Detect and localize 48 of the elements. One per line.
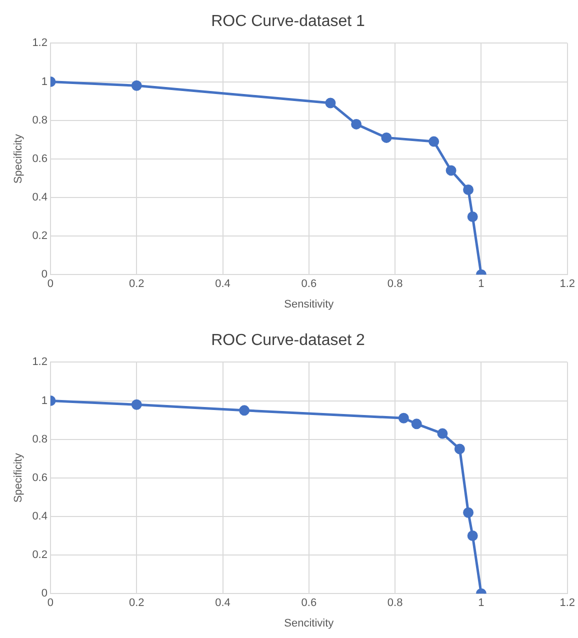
y-tick-label: 0.8	[32, 433, 48, 446]
point	[398, 412, 409, 424]
point	[463, 184, 474, 196]
x-tick-label: 0.6	[301, 597, 317, 610]
point	[454, 444, 465, 454]
point	[437, 428, 448, 439]
point	[239, 405, 250, 416]
x-tick-label: 1	[478, 597, 484, 610]
x-tick-label: 0.8	[387, 278, 403, 290]
point	[131, 80, 142, 91]
point	[131, 399, 142, 410]
y-tick-label: 0	[41, 268, 48, 281]
point	[351, 118, 362, 130]
chart-title: ROC Curve-dataset 2	[211, 332, 366, 350]
point	[446, 165, 456, 176]
x-axis-title: Sencitivity	[284, 617, 334, 630]
y-axis-title: Specificity	[12, 134, 25, 184]
point	[467, 530, 478, 541]
y-tick-label: 0.6	[32, 152, 48, 165]
x-tick-label: 0.6	[301, 278, 317, 290]
y-tick-label: 0.2	[32, 230, 48, 242]
point	[463, 507, 474, 518]
y-tick-label: 1	[41, 76, 48, 88]
x-tick-label: 0.4	[215, 597, 230, 610]
y-tick-label: 0.4	[32, 510, 48, 522]
y-tick-label: 0.2	[32, 549, 48, 562]
x-tick-label: 1.2	[560, 597, 576, 610]
x-axis-title: Sensitivity	[284, 298, 334, 310]
x-tick-label: 0.4	[215, 278, 230, 290]
point	[428, 136, 440, 147]
y-tick-label: 0	[41, 588, 48, 600]
y-tick-label: 0.8	[32, 114, 48, 126]
y-axis-title: Specificity	[12, 452, 25, 503]
point	[467, 212, 478, 222]
y-tick-label: 0.6	[32, 472, 48, 484]
y-tick-label: 1.2	[32, 356, 48, 368]
y-tick-label: 0.4	[32, 192, 48, 204]
point	[411, 418, 422, 430]
y-tick-label: 1	[41, 394, 48, 407]
point	[325, 98, 336, 108]
y-tick-label: 1.2	[32, 37, 48, 50]
point	[381, 132, 392, 143]
x-tick-label: 0.8	[387, 597, 403, 610]
x-tick-label: 1	[478, 278, 484, 290]
x-tick-label: 0.2	[128, 597, 144, 610]
x-tick-label: 0.2	[128, 278, 144, 290]
x-tick-label: 1.2	[560, 278, 576, 290]
chart-title: ROC Curve-dataset 1	[211, 13, 366, 30]
